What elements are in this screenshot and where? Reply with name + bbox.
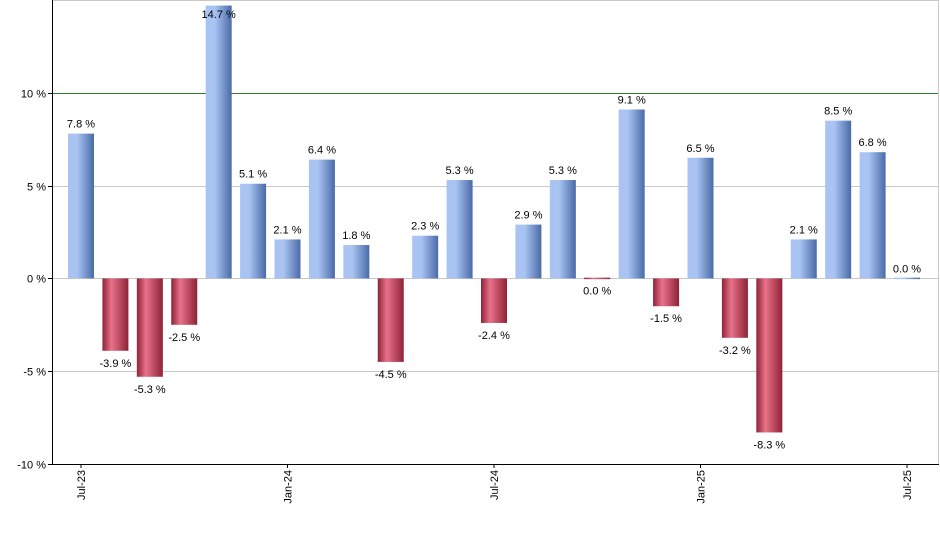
y-tick-label: -5 % xyxy=(23,367,46,379)
y-tick-label: -10 % xyxy=(17,460,46,472)
data-label: 2.1 % xyxy=(790,224,818,236)
data-label: 14.7 % xyxy=(202,9,236,21)
bar-may-25 xyxy=(825,120,852,279)
bar-nov-23 xyxy=(205,5,232,279)
bar-apr-25 xyxy=(790,239,817,279)
data-label: 9.1 % xyxy=(618,95,646,107)
bar-aug-23 xyxy=(102,278,129,351)
data-label: 7.8 % xyxy=(67,119,95,131)
bar-feb-24 xyxy=(308,159,335,279)
bar-jul-25 xyxy=(894,277,920,280)
data-label: -3.2 % xyxy=(719,345,751,357)
bar-jan-25 xyxy=(687,157,714,279)
x-tick-label: Jul-23 xyxy=(76,470,88,500)
axes-layer xyxy=(48,0,939,468)
bar-apr-24 xyxy=(377,278,404,362)
bar-oct-23 xyxy=(171,278,198,325)
bars-layer xyxy=(68,5,920,433)
x-tick-label: Jan-25 xyxy=(696,470,708,504)
data-label: -8.3 % xyxy=(753,439,785,451)
bar-mar-24 xyxy=(343,244,370,279)
bar-nov-24 xyxy=(618,109,645,279)
data-label: 1.8 % xyxy=(342,230,370,242)
bar-dec-24 xyxy=(653,278,680,307)
y-tick-label: 5 % xyxy=(27,182,46,194)
data-label: 5.3 % xyxy=(549,165,577,177)
x-tick-label: Jan-24 xyxy=(283,470,295,504)
data-label: 6.8 % xyxy=(859,137,887,149)
labels-layer: -10 % -5 % 0 % 5 % 10 % 7.8 % -3.9 % -5.3 % -2.5… xyxy=(17,9,921,504)
bar-dec-23 xyxy=(240,183,267,279)
data-label: -3.9 % xyxy=(100,358,132,370)
data-label: 0.0 % xyxy=(893,263,921,275)
data-label: -4.5 % xyxy=(375,369,407,381)
data-label: 5.1 % xyxy=(239,169,267,181)
bar-jul-24 xyxy=(481,278,507,323)
data-label: 5.3 % xyxy=(446,165,474,177)
x-tick-label: Jul-25 xyxy=(902,470,914,500)
bar-oct-24 xyxy=(584,277,611,280)
data-label: 2.3 % xyxy=(411,221,439,233)
data-label: 8.5 % xyxy=(824,106,852,118)
data-label: 2.1 % xyxy=(273,224,301,236)
data-label: -1.5 % xyxy=(650,313,682,325)
bar-aug-24 xyxy=(515,224,542,279)
data-label: 6.5 % xyxy=(686,143,714,155)
grid-layer xyxy=(52,0,939,464)
data-label: -2.5 % xyxy=(168,332,200,344)
y-tick-label: 10 % xyxy=(21,89,46,101)
x-tick-label: Jul-24 xyxy=(489,470,501,500)
bar-jun-24 xyxy=(446,180,473,279)
data-label: -2.4 % xyxy=(478,330,510,342)
y-tick-label: 0 % xyxy=(27,274,46,286)
bar-jul-23 xyxy=(68,133,94,279)
bar-mar-25 xyxy=(756,278,783,433)
bar-may-24 xyxy=(412,235,439,279)
data-label: -5.3 % xyxy=(134,384,166,396)
data-label: 6.4 % xyxy=(308,145,336,157)
bar-jan-24 xyxy=(274,239,301,279)
bar-jun-25 xyxy=(859,152,886,279)
bar-sep-23 xyxy=(136,278,163,377)
data-label: 0.0 % xyxy=(583,285,611,297)
data-label: 2.9 % xyxy=(514,210,542,222)
bar-sep-24 xyxy=(549,180,576,279)
bar-feb-25 xyxy=(721,278,748,338)
